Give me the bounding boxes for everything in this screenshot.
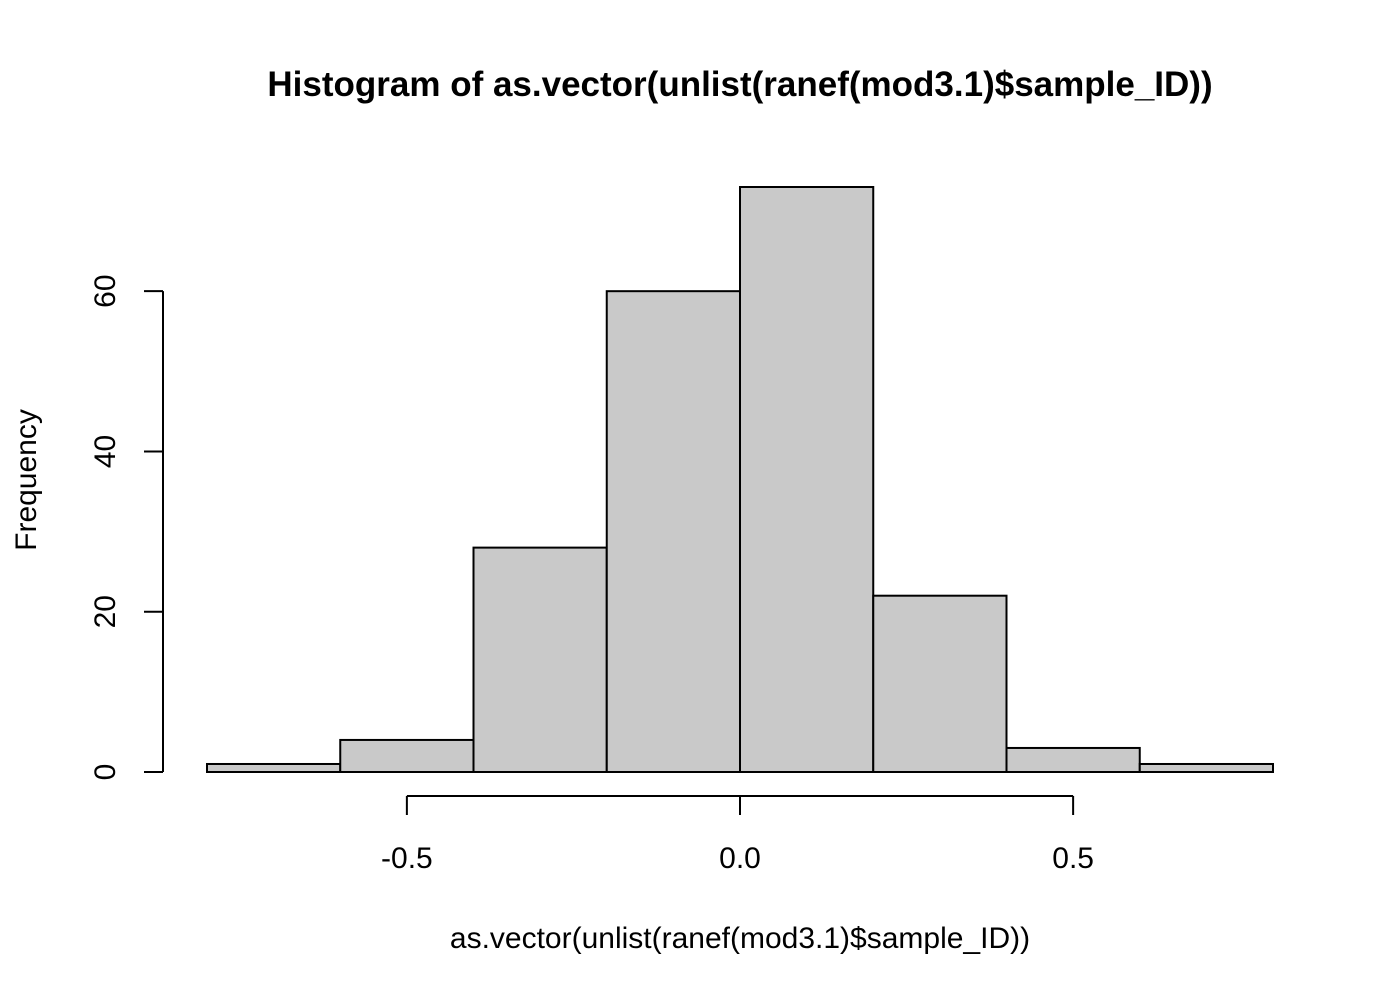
y-axis-label: Frequency: [10, 409, 43, 551]
x-tick-label: 0.5: [1052, 842, 1094, 875]
x-axis: -0.5 0.0 0.5: [381, 795, 1094, 875]
histogram-bar-6: [872, 594, 1008, 773]
histogram-bar-8: [1138, 762, 1274, 774]
y-tick-label: 60: [89, 274, 122, 307]
x-tick-label: 0.0: [719, 842, 761, 875]
y-tick-label: 40: [89, 435, 122, 468]
histogram-bar-2: [339, 738, 475, 773]
histogram-bar-4: [605, 290, 741, 773]
chart-title: Histogram of as.vector(unlist(ranef(mod3…: [267, 65, 1212, 104]
y-axis: 0 20 40 60: [89, 274, 164, 781]
histogram-bar-5: [739, 186, 875, 773]
histogram-bar-3: [472, 546, 608, 774]
x-axis-label: as.vector(unlist(ranef(mod3.1)$sample_ID…: [450, 922, 1030, 955]
histogram-bar-7: [1005, 746, 1141, 774]
y-tick-label: 0: [89, 764, 122, 781]
histogram-bars: [206, 186, 1274, 774]
x-tick-label: -0.5: [381, 842, 433, 875]
histogram-bar-1: [206, 762, 342, 774]
y-tick-label: 20: [89, 595, 122, 628]
